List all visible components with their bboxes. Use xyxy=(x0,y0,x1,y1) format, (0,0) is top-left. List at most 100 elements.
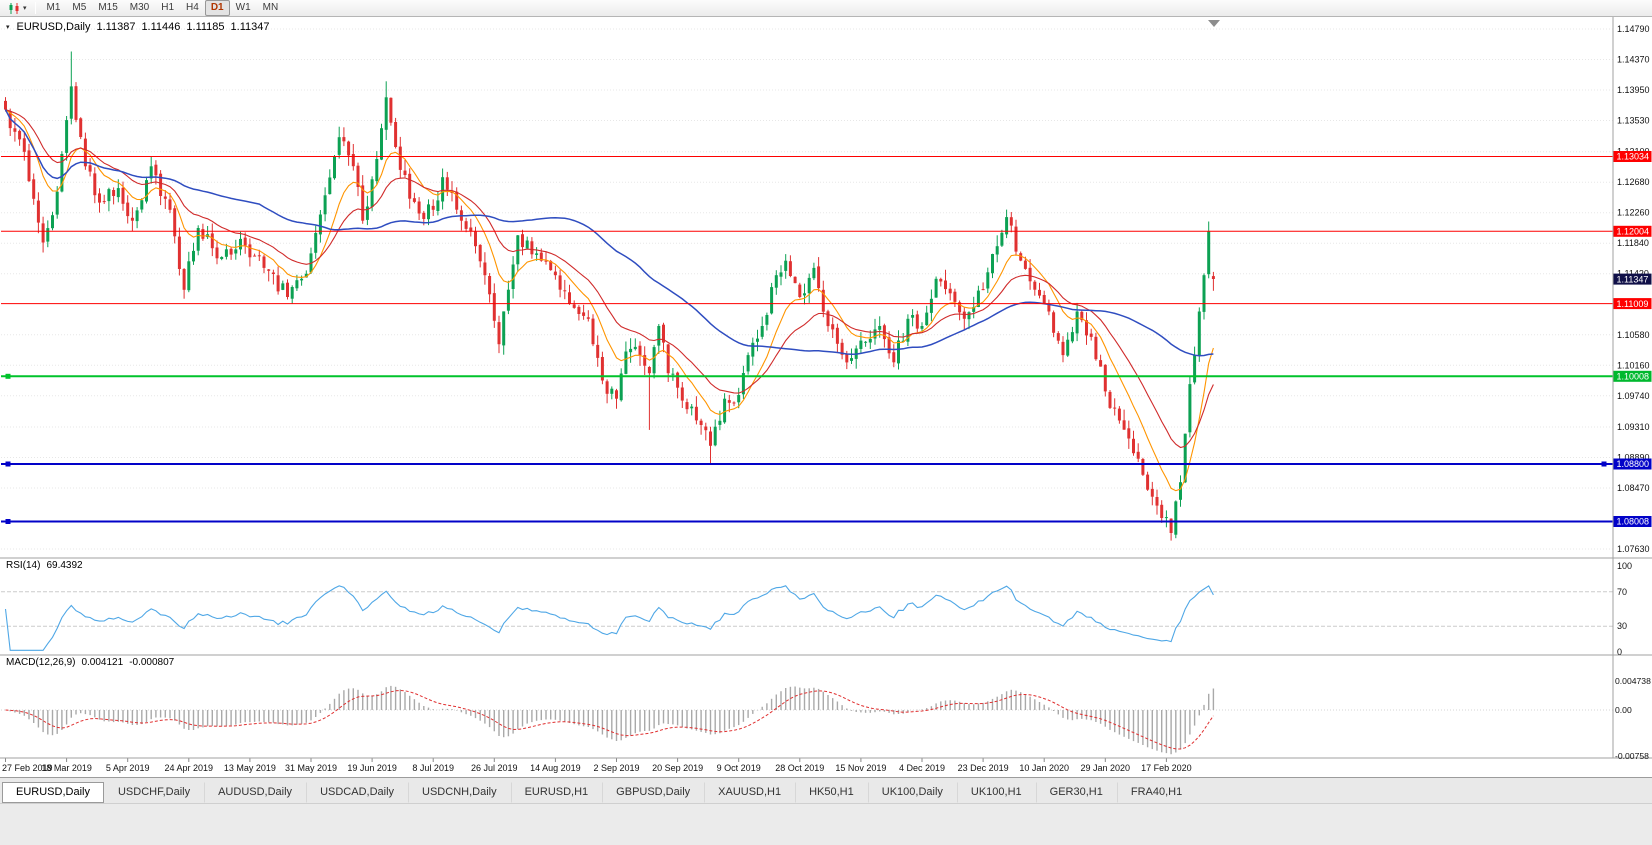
dropdown-arrow-icon: ▾ xyxy=(23,4,27,12)
chart-tab-audusd-daily[interactable]: AUDUSD,Daily xyxy=(204,782,306,803)
macd-histogram xyxy=(9,685,1215,755)
price-gridlines xyxy=(1,28,1613,550)
macd-signal-line xyxy=(5,689,1214,750)
chart-tab-bar: EURUSD,Daily USDCHF,Daily AUDUSD,Daily USDC… xyxy=(0,777,1652,803)
chart-tab-gbpusd-daily[interactable]: GBPUSD,Daily xyxy=(602,782,704,803)
chart-tab-usdcnh-daily[interactable]: USDCNH,Daily xyxy=(408,782,511,803)
price-axis: 1.147901.143701.139501.135301.131001.126… xyxy=(1613,24,1652,554)
svg-text:29 Jan 2020: 29 Jan 2020 xyxy=(1081,763,1131,773)
svg-text:1.10580: 1.10580 xyxy=(1617,330,1650,340)
macd-panel xyxy=(1,685,1613,755)
chart-toolbar: ▾ M1 M5 M15 M30 H1 H4 D1 W1 MN xyxy=(0,0,1652,17)
price-badge-resistance-level xyxy=(1613,298,1652,310)
chart-tab-ger30-h1[interactable]: GER30,H1 xyxy=(1035,782,1117,803)
svg-text:1.08800: 1.08800 xyxy=(1617,459,1650,469)
svg-text:1.13530: 1.13530 xyxy=(1617,116,1650,126)
panel-separators[interactable] xyxy=(0,17,1652,759)
svg-text:30: 30 xyxy=(1617,621,1627,631)
svg-text:28 Oct 2019: 28 Oct 2019 xyxy=(775,763,824,773)
chart-tab-hk50-h1[interactable]: HK50,H1 xyxy=(795,782,868,803)
chart-window[interactable]: 27 Feb 2019 18 Mar 2019 5 Apr 2019 24 Apr 2… xyxy=(0,17,1652,777)
svg-text:1.14370: 1.14370 xyxy=(1617,55,1650,65)
candlestick-chart-icon xyxy=(9,2,19,14)
chart-tab-fra40-h1[interactable]: FRA40,H1 xyxy=(1116,782,1196,803)
svg-text:1.10008: 1.10008 xyxy=(1617,372,1650,382)
timeframe-button-m30[interactable]: M30 xyxy=(129,2,150,13)
macd-axis: 0.004738 0.00 -0.00758 xyxy=(1615,676,1651,761)
price-badge-current-price xyxy=(1613,273,1652,285)
rsi-axis: 100 70 30 0 xyxy=(1617,561,1632,657)
timeframe-button-m5[interactable]: M5 xyxy=(72,2,87,13)
svg-text:1.12004: 1.12004 xyxy=(1617,227,1650,237)
svg-text:0.004738: 0.004738 xyxy=(1615,676,1651,686)
chart-tab-eurusd-daily[interactable]: EURUSD,Daily xyxy=(2,782,104,803)
price-badge-support-level xyxy=(1613,516,1652,527)
candlestick-series xyxy=(4,51,1215,541)
svg-text:23 Dec 2019: 23 Dec 2019 xyxy=(958,763,1009,773)
ma-line-sma-55 xyxy=(4,109,1214,357)
rsi-panel xyxy=(1,585,1613,651)
svg-text:1.11840: 1.11840 xyxy=(1617,238,1649,248)
svg-text:1.11347: 1.11347 xyxy=(1617,274,1649,284)
chart-style-button[interactable]: ▾ xyxy=(4,1,30,16)
svg-text:1.12680: 1.12680 xyxy=(1617,177,1650,187)
svg-text:5 Apr 2019: 5 Apr 2019 xyxy=(106,763,150,773)
svg-text:100: 100 xyxy=(1617,561,1632,571)
svg-text:1.08890: 1.08890 xyxy=(1617,453,1650,463)
svg-text:1.08008: 1.08008 xyxy=(1617,517,1650,527)
svg-text:15 Nov 2019: 15 Nov 2019 xyxy=(835,763,886,773)
svg-text:14 Aug 2019: 14 Aug 2019 xyxy=(530,763,581,773)
chart-tab-eurusd-h1[interactable]: EURUSD,H1 xyxy=(510,782,603,803)
chart-tab-xauusd-h1[interactable]: XAUUSD,H1 xyxy=(704,782,795,803)
status-area xyxy=(0,803,1652,845)
svg-text:8 Jul 2019: 8 Jul 2019 xyxy=(412,763,454,773)
timeframe-button-d1[interactable]: D1 xyxy=(204,0,230,16)
toolbar-separator xyxy=(34,2,36,14)
svg-text:4 Dec 2019: 4 Dec 2019 xyxy=(899,763,945,773)
svg-text:0.00: 0.00 xyxy=(1615,705,1632,715)
ma-line-ema-10 xyxy=(5,109,1214,492)
svg-text:26 Jul 2019: 26 Jul 2019 xyxy=(471,763,518,773)
svg-text:1.09310: 1.09310 xyxy=(1617,422,1650,432)
svg-text:27 Feb 2019: 27 Feb 2019 xyxy=(2,763,53,773)
chart-tab-uk100-h1[interactable]: UK100,H1 xyxy=(956,782,1036,803)
svg-text:1.10160: 1.10160 xyxy=(1617,360,1650,370)
rsi-line xyxy=(4,585,1214,651)
timeframe-button-w1[interactable]: W1 xyxy=(235,2,251,13)
timeframe-button-m15[interactable]: M15 xyxy=(98,2,118,13)
svg-text:1.08470: 1.08470 xyxy=(1617,483,1650,493)
svg-text:31 May 2019: 31 May 2019 xyxy=(285,763,337,773)
svg-text:1.12260: 1.12260 xyxy=(1617,208,1650,218)
timeframe-button-h4[interactable]: H4 xyxy=(186,2,199,13)
svg-text:-0.00758: -0.00758 xyxy=(1615,751,1649,761)
timeframe-button-mn[interactable]: MN xyxy=(262,2,279,13)
chart-tab-usdcad-daily[interactable]: USDCAD,Daily xyxy=(306,782,408,803)
svg-text:20 Sep 2019: 20 Sep 2019 xyxy=(652,763,703,773)
ma-line-ema-22 xyxy=(5,109,1214,449)
timeframe-toolbar: M1 M5 M15 M30 H1 H4 D1 W1 MN xyxy=(41,0,285,16)
timeframe-button-m1[interactable]: M1 xyxy=(46,2,61,13)
price-badge-support-level xyxy=(1613,458,1652,470)
svg-text:24 Apr 2019: 24 Apr 2019 xyxy=(165,763,214,773)
svg-text:9 Oct 2019: 9 Oct 2019 xyxy=(717,763,761,773)
svg-text:1.14790: 1.14790 xyxy=(1617,24,1650,34)
svg-text:13 May 2019: 13 May 2019 xyxy=(224,763,276,773)
price-badge-resistance-level xyxy=(1613,151,1652,162)
svg-text:1.13034: 1.13034 xyxy=(1617,152,1650,162)
price-badge-support-level xyxy=(1613,370,1652,382)
chart-shift-marker[interactable] xyxy=(1208,20,1220,27)
chart-tab-usdchf-daily[interactable]: USDCHF,Daily xyxy=(117,786,191,798)
svg-text:0: 0 xyxy=(1617,647,1622,657)
chart-tab-uk100-daily[interactable]: UK100,Daily xyxy=(867,782,957,803)
svg-text:1.07630: 1.07630 xyxy=(1617,544,1650,554)
svg-text:1.13950: 1.13950 xyxy=(1617,85,1650,95)
timeframe-button-h1[interactable]: H1 xyxy=(161,2,175,13)
horizontal-level-lines[interactable] xyxy=(1,156,1613,525)
svg-text:1.09740: 1.09740 xyxy=(1617,391,1650,401)
svg-text:2 Sep 2019: 2 Sep 2019 xyxy=(593,763,639,773)
svg-text:18 Mar 2019: 18 Mar 2019 xyxy=(41,763,92,773)
svg-text:19 Jun 2019: 19 Jun 2019 xyxy=(347,763,397,773)
